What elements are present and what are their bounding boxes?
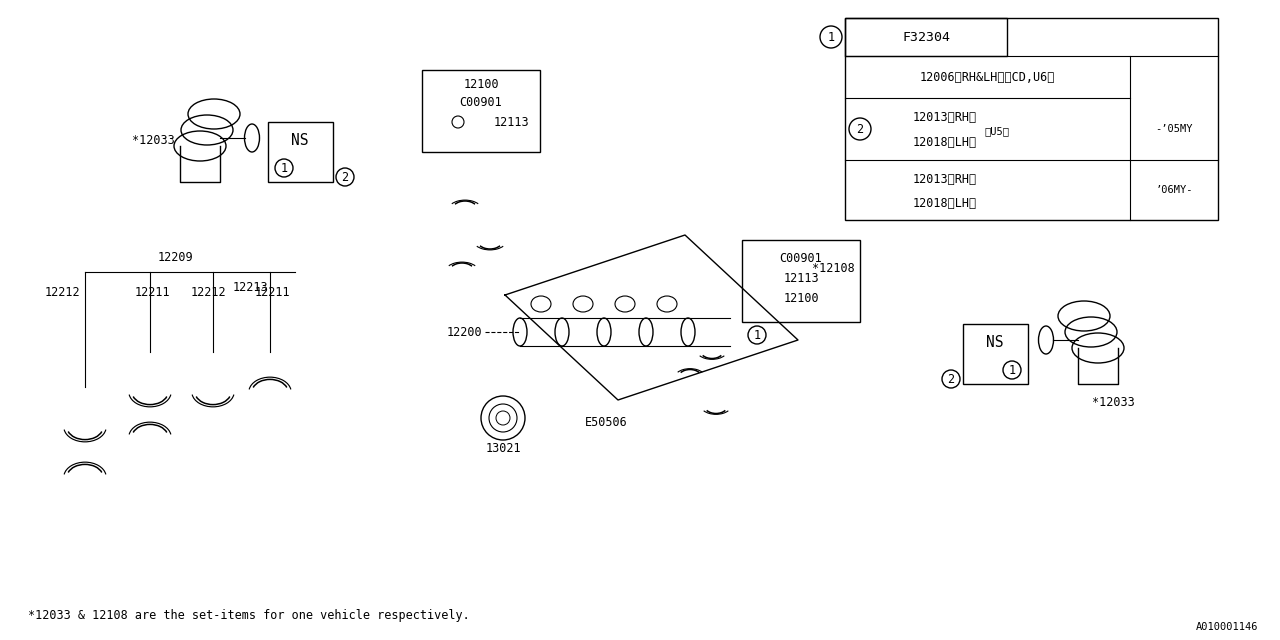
Text: 〈U5〉: 〈U5〉	[984, 126, 1010, 136]
Text: -’05MY: -’05MY	[1156, 124, 1193, 134]
Bar	[268, 122, 333, 182]
Bar	[742, 240, 860, 322]
Text: 12212: 12212	[45, 285, 81, 298]
Text: 12200: 12200	[447, 326, 483, 339]
Text: ’06MY-: ’06MY-	[1156, 185, 1193, 195]
Text: 12113: 12113	[783, 271, 819, 285]
Text: E50506: E50506	[585, 415, 627, 429]
Text: 2: 2	[856, 122, 864, 136]
Text: 12211: 12211	[134, 285, 170, 298]
Text: 2: 2	[947, 372, 955, 385]
Text: C00901: C00901	[460, 95, 502, 109]
Text: 12213: 12213	[233, 280, 269, 294]
Text: A010001146: A010001146	[1196, 622, 1258, 632]
Text: 12018〈LH〉: 12018〈LH〉	[913, 196, 977, 210]
Text: 12013〈RH〉: 12013〈RH〉	[913, 173, 977, 186]
Text: 1: 1	[1009, 364, 1015, 376]
Bar	[422, 70, 540, 152]
Text: 1: 1	[280, 161, 288, 175]
Text: *12033 & 12108 are the set-items for one vehicle respectively.: *12033 & 12108 are the set-items for one…	[28, 609, 470, 622]
Text: 1: 1	[754, 328, 760, 342]
Text: 12100: 12100	[463, 77, 499, 90]
Text: NS: NS	[987, 335, 1004, 349]
Text: 12113: 12113	[494, 115, 530, 129]
Bar	[845, 18, 1007, 56]
Text: 12013〈RH〉: 12013〈RH〉	[913, 111, 977, 124]
Text: 12100: 12100	[783, 291, 819, 305]
Text: 12006〈RH&LH〉〈CD,U6〉: 12006〈RH&LH〉〈CD,U6〉	[920, 70, 1055, 83]
Text: *12108: *12108	[812, 262, 855, 275]
Text: 12209: 12209	[157, 250, 193, 264]
Text: 12018〈LH〉: 12018〈LH〉	[913, 136, 977, 149]
Text: *12033: *12033	[132, 134, 175, 147]
Text: 12212: 12212	[191, 285, 225, 298]
Text: *12033: *12033	[1092, 396, 1134, 408]
Text: 2: 2	[342, 170, 348, 184]
Bar	[845, 18, 1219, 220]
Bar	[963, 324, 1028, 384]
Text: 13021: 13021	[485, 442, 521, 454]
Text: NS: NS	[292, 132, 308, 147]
Text: 12211: 12211	[255, 285, 289, 298]
Text: 1: 1	[827, 31, 835, 44]
Text: C00901: C00901	[780, 252, 822, 264]
Text: F32304: F32304	[902, 31, 950, 44]
